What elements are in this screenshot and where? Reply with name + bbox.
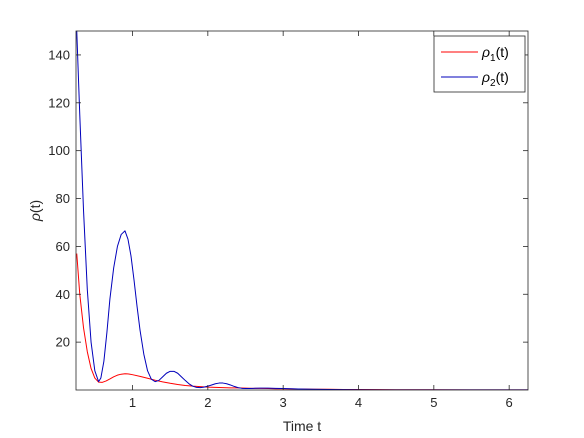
- x-tick-label: 5: [430, 395, 437, 410]
- y-axis-label-symbol: ρ: [27, 213, 43, 222]
- y-tick-label: 120: [48, 95, 70, 110]
- y-tick-label: 100: [48, 143, 70, 158]
- series-layer: [76, 31, 528, 390]
- series-line-2: [76, 31, 528, 390]
- x-axis-label: Time t: [283, 418, 321, 434]
- x-tick-label: 4: [355, 395, 362, 410]
- y-axis-label-suffix: (t): [27, 200, 43, 213]
- legend: ρ1(t) ρ2(t): [433, 35, 526, 93]
- x-tick-label: 3: [280, 395, 287, 410]
- legend-box: [433, 35, 526, 93]
- legend-label-2: ρ2(t): [481, 69, 509, 89]
- y-tick-label: 140: [48, 47, 70, 62]
- y-tick-label: 40: [56, 287, 70, 302]
- x-tick-label: 2: [204, 395, 211, 410]
- x-tick-label: 6: [506, 395, 513, 410]
- y-axis-label: ρ(t): [27, 200, 43, 222]
- axes-layer: 1 2 3 4 5 6 20 40 60 80 100 120 140: [48, 30, 529, 410]
- y-tick-label: 20: [56, 335, 70, 350]
- y-tick-label: 60: [56, 239, 70, 254]
- axes-box: [75, 30, 529, 391]
- x-tick-label: 1: [129, 395, 136, 410]
- y-tick-label: 80: [56, 191, 70, 206]
- legend-label-1: ρ1(t): [481, 44, 509, 64]
